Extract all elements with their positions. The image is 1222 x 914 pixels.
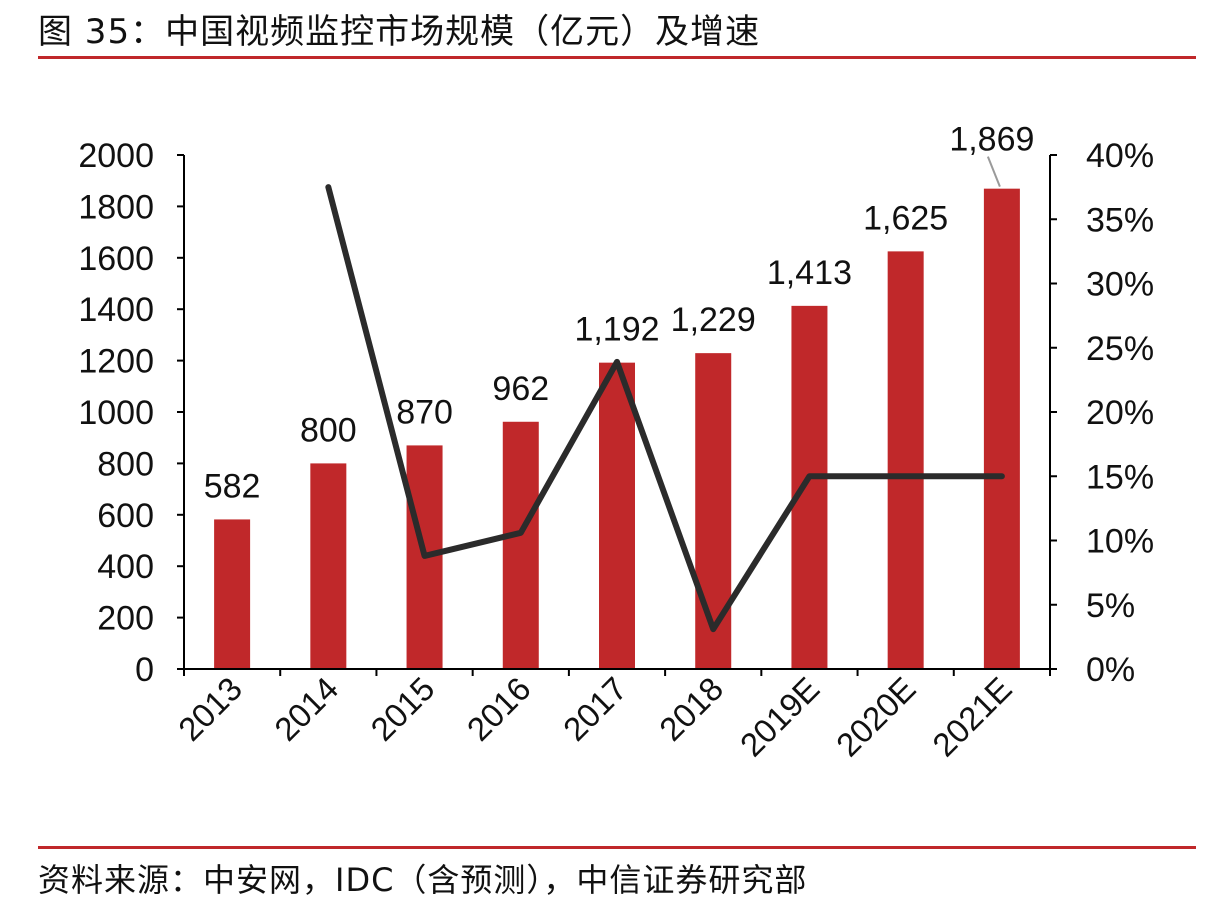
left-tick-label: 0 — [135, 651, 154, 689]
bar-value-label: 1,413 — [767, 254, 852, 292]
right-tick-label: 0% — [1086, 651, 1135, 689]
bar-2018 — [695, 353, 732, 669]
bar-2016 — [502, 421, 539, 669]
bar-2019E — [791, 305, 828, 669]
left-tick-label: 1000 — [78, 394, 154, 432]
x-tick-label: 2019E — [733, 670, 827, 764]
left-tick-label: 200 — [97, 600, 154, 638]
x-tick-label: 2015 — [363, 670, 441, 748]
chart: 0 200 400 600 800 1000 1200 1400 1600 1800 2000 0% 5… — [78, 121, 1154, 764]
bar-2014 — [310, 463, 347, 669]
bar-2013 — [214, 519, 251, 669]
x-tick-label: 2020E — [829, 670, 923, 764]
bar-2020E — [887, 251, 924, 669]
source-rule — [38, 846, 1196, 849]
right-tick-label: 15% — [1086, 458, 1154, 496]
right-tick-label: 30% — [1086, 266, 1154, 304]
title-rule — [38, 56, 1196, 59]
right-tick-label: 5% — [1086, 587, 1135, 625]
growth-rate-line — [325, 184, 1005, 633]
bar-value-label: 800 — [300, 411, 357, 449]
x-tick-label: 2021E — [925, 670, 1019, 764]
bar-value-label: 962 — [492, 370, 549, 408]
left-tick-label: 1800 — [78, 188, 154, 226]
bar-2021E — [983, 188, 1020, 670]
right-tick-label: 25% — [1086, 330, 1154, 368]
data-label-leader — [986, 156, 1001, 188]
left-tick-label: 2000 — [78, 137, 154, 175]
bar-2017 — [599, 362, 635, 669]
left-tick-label: 1200 — [78, 343, 154, 381]
right-tick-label: 35% — [1086, 201, 1154, 239]
x-tick-label: 2017 — [556, 670, 634, 748]
x-tick-label: 2013 — [171, 670, 249, 748]
left-tick-label: 400 — [97, 548, 154, 586]
left-tick-label: 600 — [97, 497, 154, 535]
x-tick-label: 2018 — [652, 670, 730, 748]
right-tick-label: 10% — [1086, 523, 1154, 561]
x-tick-label: 2016 — [460, 670, 538, 748]
figure-title: 图 35：中国视频监控市场规模（亿元）及增速 — [38, 12, 761, 52]
bar-value-label: 582 — [204, 467, 261, 505]
bar-value-label: 1,869 — [949, 121, 1034, 159]
bar-value-label: 1,229 — [671, 301, 756, 339]
left-tick-label: 1600 — [78, 240, 154, 278]
left-tick-label: 800 — [97, 445, 154, 483]
bar-value-label: 1,625 — [863, 199, 948, 237]
bar-value-label: 1,192 — [574, 311, 659, 349]
x-tick-label: 2014 — [267, 670, 345, 748]
source-note: 资料来源：中安网，IDC（含预测），中信证券研究部 — [38, 861, 808, 899]
bar-value-label: 870 — [396, 393, 453, 431]
right-tick-label: 40% — [1086, 137, 1154, 175]
left-tick-label: 1400 — [78, 291, 154, 329]
right-tick-label: 20% — [1086, 394, 1154, 432]
